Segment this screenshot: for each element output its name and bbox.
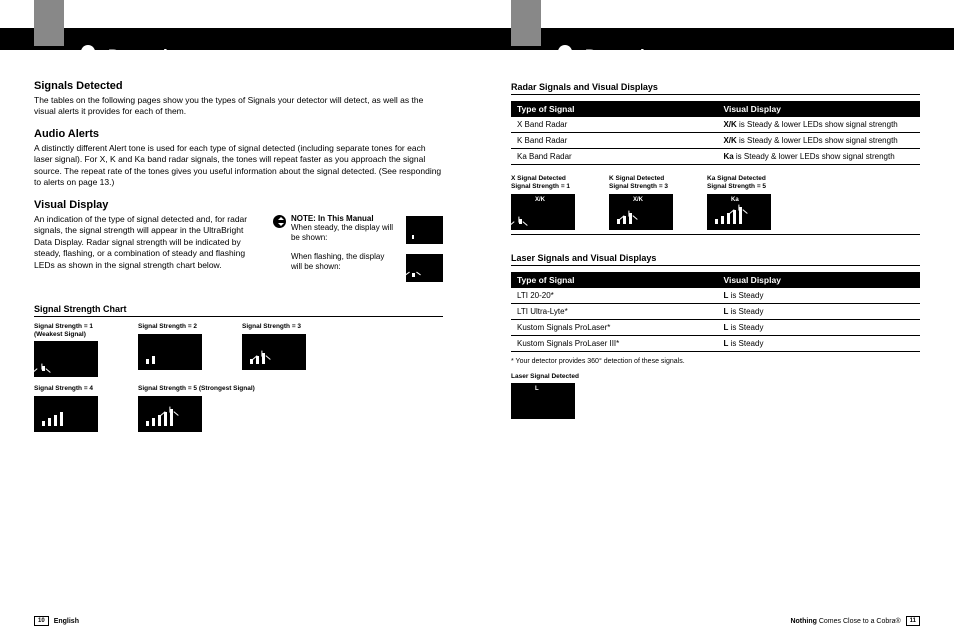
note-steady: NOTE: In This Manual When steady, the di… xyxy=(273,214,443,244)
visual-display-text: X/K is Steady & lower LEDs show signal s… xyxy=(723,136,914,145)
signals-title: Signals Detected xyxy=(34,80,443,92)
laser-table-header: Type of Signal Visual Display xyxy=(511,272,920,288)
strength-item: Signal Strength = 3 xyxy=(242,323,306,378)
strength-label: Signal Strength = 2 xyxy=(138,323,202,331)
footer-right: Nothing Comes Close to a Cobra® 11 xyxy=(790,616,920,626)
led-display: X/K xyxy=(511,194,575,230)
th-display: Visual Display xyxy=(723,104,914,114)
signal-example: K Signal DetectedSignal Strength = 3 X/K xyxy=(609,175,673,230)
signal-type: LTI 20-20* xyxy=(517,291,723,300)
visual-display-text: L is Steady xyxy=(723,339,914,348)
laser-led-display: L xyxy=(511,383,575,419)
strength-item: Signal Strength = 1(Weakest Signal) xyxy=(34,323,98,378)
header-title: Detection xyxy=(585,46,667,66)
led-display xyxy=(242,334,306,370)
laser-footnote: * Your detector provides 360° detection … xyxy=(511,358,920,365)
laser-detected-box: Laser Signal Detected L xyxy=(511,373,920,419)
gray-tab xyxy=(34,0,64,46)
table-row: LTI Ultra-Lyte* L is Steady xyxy=(511,304,920,320)
table-row: Ka Band Radar Ka is Steady & lower LEDs … xyxy=(511,149,920,165)
header: Your Detector Detection xyxy=(28,18,449,68)
page-number: 10 xyxy=(34,616,49,626)
divider xyxy=(511,234,920,235)
th-type: Type of Signal xyxy=(517,275,723,285)
radar-table-title: Radar Signals and Visual Displays xyxy=(511,82,920,95)
strength-item: Signal Strength = 2 xyxy=(138,323,202,378)
signals-text: The tables on the following pages show y… xyxy=(34,95,443,118)
signal-type: Ka Band Radar xyxy=(517,152,723,161)
strength-label: Signal Strength = 1(Weakest Signal) xyxy=(34,323,98,339)
laser-detected-label: Laser Signal Detected xyxy=(511,373,920,380)
strength-label: Signal Strength = 5 (Strongest Signal) xyxy=(138,385,255,393)
radar-table-body: X Band Radar X/K is Steady & lower LEDs … xyxy=(511,117,920,165)
page-right: Your Detector Detection Radar Signals an… xyxy=(477,0,954,644)
your-detector-label: Your Detector xyxy=(543,60,573,66)
mini-display-flashing xyxy=(406,254,443,282)
note-flashing: When flashing, the display will be shown… xyxy=(273,252,443,282)
led-display xyxy=(138,396,202,432)
footer-right-text: Nothing Comes Close to a Cobra® xyxy=(790,618,900,625)
page-number: 11 xyxy=(906,616,920,626)
mini-display-steady xyxy=(406,216,443,244)
table-row: Kustom Signals ProLaser III* L is Steady xyxy=(511,336,920,352)
audio-text: A distinctly different Alert tone is use… xyxy=(34,143,443,189)
strength-label: Signal Strength = 4 xyxy=(34,385,98,393)
header: Your Detector Detection xyxy=(505,18,926,68)
strength-item: Signal Strength = 5 (Strongest Signal) xyxy=(138,385,255,432)
audio-title: Audio Alerts xyxy=(34,128,443,140)
visual-display-text: Ka is Steady & lower LEDs show signal st… xyxy=(723,152,914,161)
table-row: X Band Radar X/K is Steady & lower LEDs … xyxy=(511,117,920,133)
note-steady-text: When steady, the display will be shown: xyxy=(291,223,397,244)
note-flashing-text: When flashing, the display will be shown… xyxy=(291,252,397,273)
signal-example: Ka Signal DetectedSignal Strength = 5 Ka xyxy=(707,175,771,230)
signal-type: K Band Radar xyxy=(517,136,723,145)
led-display: Ka xyxy=(707,194,771,230)
signal-example: X Signal DetectedSignal Strength = 1 X/K xyxy=(511,175,575,230)
strength-item: Signal Strength = 4 xyxy=(34,385,98,432)
visual-display-text: X/K is Steady & lower LEDs show signal s… xyxy=(723,120,914,129)
led-display xyxy=(138,334,202,370)
led-display xyxy=(34,396,98,432)
visual-display-text: L is Steady xyxy=(723,323,914,332)
visual-title: Visual Display xyxy=(34,199,443,211)
signal-type: Kustom Signals ProLaser III* xyxy=(517,339,723,348)
note-icon xyxy=(273,215,286,228)
footer-left: 10 English xyxy=(34,616,79,626)
your-detector-label: Your Detector xyxy=(66,60,96,66)
signal-examples: X Signal DetectedSignal Strength = 1 X/K… xyxy=(511,175,920,230)
led-display xyxy=(34,341,98,377)
header-title: Detection xyxy=(108,46,190,66)
laser-indicator: L xyxy=(535,386,539,392)
gray-tab xyxy=(511,0,541,46)
led-display: X/K xyxy=(609,194,673,230)
signal-type: Kustom Signals ProLaser* xyxy=(517,323,723,332)
table-row: K Band Radar X/K is Steady & lower LEDs … xyxy=(511,133,920,149)
note-title: NOTE: In This Manual xyxy=(291,214,397,223)
th-type: Type of Signal xyxy=(517,104,723,114)
laser-table-title: Laser Signals and Visual Displays xyxy=(511,253,920,266)
radar-table-header: Type of Signal Visual Display xyxy=(511,101,920,117)
laser-table-body: LTI 20-20* L is Steady LTI Ultra-Lyte* L… xyxy=(511,288,920,352)
visual-display-text: L is Steady xyxy=(723,307,914,316)
signal-strength-chart: Signal Strength = 1(Weakest Signal) Sign… xyxy=(34,323,443,432)
signal-type: X Band Radar xyxy=(517,120,723,129)
th-display: Visual Display xyxy=(723,275,914,285)
strength-label: Signal Strength = 3 xyxy=(242,323,306,331)
example-label: K Signal DetectedSignal Strength = 3 xyxy=(609,175,673,191)
page-left: Your Detector Detection Signals Detected… xyxy=(0,0,477,644)
signal-type: LTI Ultra-Lyte* xyxy=(517,307,723,316)
chart-title: Signal Strength Chart xyxy=(34,304,443,317)
footer-left-text: English xyxy=(54,618,79,625)
visual-text: An indication of the type of signal dete… xyxy=(34,214,259,271)
visual-display-text: L is Steady xyxy=(723,291,914,300)
table-row: LTI 20-20* L is Steady xyxy=(511,288,920,304)
table-row: Kustom Signals ProLaser* L is Steady xyxy=(511,320,920,336)
example-label: Ka Signal DetectedSignal Strength = 5 xyxy=(707,175,771,191)
example-label: X Signal DetectedSignal Strength = 1 xyxy=(511,175,575,191)
